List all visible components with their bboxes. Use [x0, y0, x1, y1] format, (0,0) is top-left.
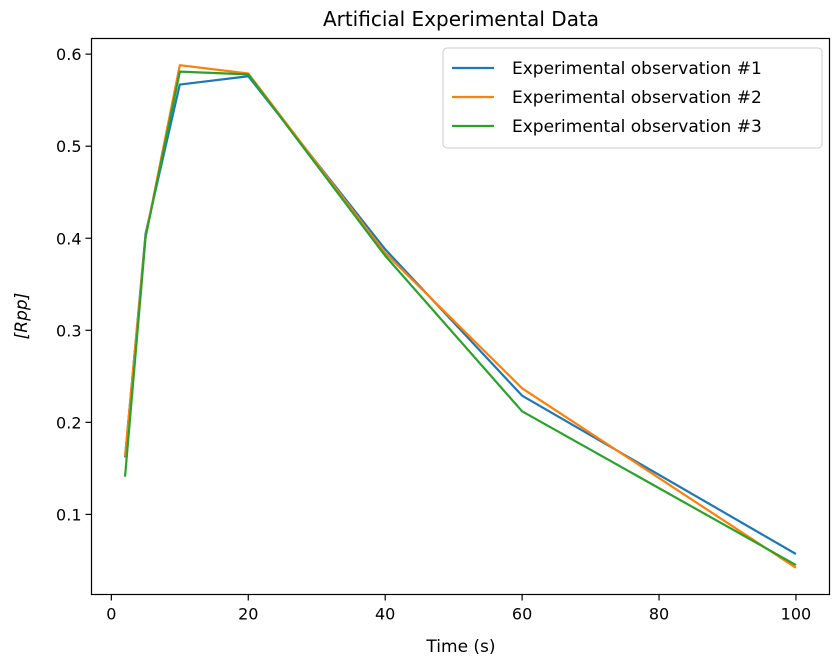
plot-area-frame: [90, 37, 831, 596]
y-tick-label: 0.5: [56, 137, 81, 156]
x-tick-label: 80: [649, 605, 669, 624]
x-tick-label: 0: [106, 605, 116, 624]
series-lines: [123, 64, 797, 569]
chart-title: Artificial Experimental Data: [323, 7, 599, 31]
series-line-3: [123, 70, 797, 566]
y-tick-label: 0.6: [56, 45, 81, 64]
x-tick-label: 60: [512, 605, 532, 624]
y-tick-label: 0.2: [56, 413, 81, 432]
y-tick-label: 0.3: [56, 321, 81, 340]
legend-label: Experimental observation #1: [512, 59, 762, 79]
x-axis: 0 20 40 60 80 100: [106, 594, 812, 624]
x-axis-label: Time (s): [425, 637, 495, 657]
y-tick-label: 0.1: [56, 505, 81, 524]
y-tick-label: 0.4: [56, 229, 81, 248]
legend-box: [442, 47, 823, 149]
x-tick-label: 100: [781, 605, 812, 624]
y-axis: 0.1 0.2 0.3 0.4 0.5 0.6: [56, 45, 92, 524]
x-tick-label: 40: [375, 605, 395, 624]
y-axis-label: [Rpp]: [12, 293, 32, 340]
legend: Experimental observation #1 Experimental …: [442, 47, 823, 149]
legend-label: Experimental observation #3: [512, 117, 762, 137]
legend-label: Experimental observation #2: [512, 88, 762, 108]
x-tick-label: 20: [238, 605, 258, 624]
